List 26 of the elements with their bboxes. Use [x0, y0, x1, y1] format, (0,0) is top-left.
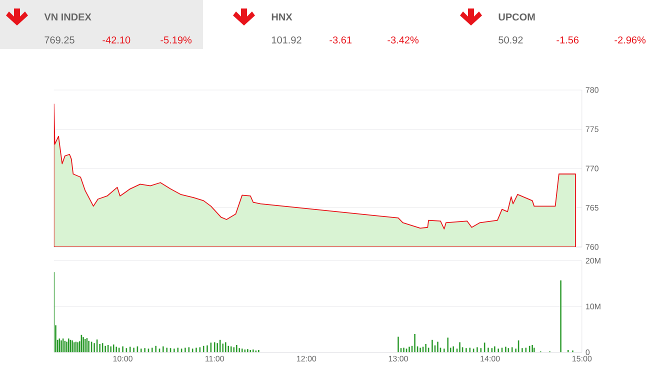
text: 101.92 — [272, 36, 302, 44]
x-tick-label: 11:00 — [206, 356, 224, 362]
x-tick-label: 12:00 — [297, 356, 316, 362]
text: -3.42% — [388, 36, 419, 44]
text: UPCOM — [498, 13, 535, 21]
text: 50.92 — [498, 36, 523, 44]
y-tick-label: 780 — [586, 87, 598, 93]
x-tick-label: 15:00 — [572, 356, 592, 362]
text: -5.19% — [160, 36, 192, 44]
text: -2.96% — [614, 36, 646, 44]
text: -42.10 — [102, 36, 130, 44]
text: VN INDEX — [44, 14, 92, 20]
text: -3.61 — [330, 36, 352, 44]
x-tick-label: 14:00 — [480, 356, 500, 362]
x-tick-label: 13:00 — [388, 356, 408, 362]
y-tick-label: 20M — [586, 258, 600, 264]
x-tick-label: 10:00 — [113, 356, 132, 362]
text: HNX — [272, 14, 292, 20]
y-tick-label: 775 — [586, 126, 598, 132]
y-tick-label: 10M — [586, 304, 600, 310]
y-tick-label: 760 — [586, 244, 598, 250]
y-tick-label: 765 — [586, 204, 598, 211]
text: 769.25 — [44, 36, 74, 44]
y-tick-label: 0 — [586, 349, 590, 356]
text: -1.56 — [556, 36, 579, 44]
y-tick-label: 770 — [586, 166, 598, 172]
